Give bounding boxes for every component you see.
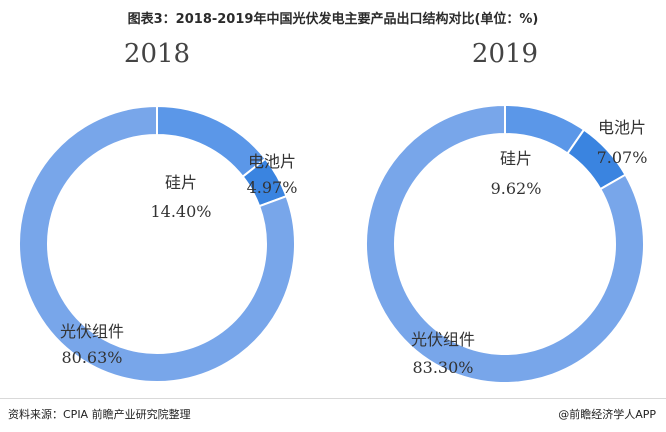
donut-slice-module-2019 <box>365 103 645 384</box>
chart-title: 图表3：2018-2019年中国光伏发电主要产品出口结构对比(单位：%) <box>127 12 539 27</box>
donut-slice-module-2018 <box>18 104 296 383</box>
segment-value-wafer-2018: 14.40% <box>150 202 211 221</box>
donut-slices-2018 <box>18 104 296 383</box>
donut-chart-2018: 2018 电池片 4.97% 光伏组件 80.63% 硅片 14.40% <box>18 39 298 383</box>
footer-divider <box>0 398 666 399</box>
year-label-2019: 2019 <box>472 39 538 69</box>
source-note: 资料来源：CPIA 前瞻产业研究院整理 <box>8 408 191 421</box>
donut-slices-2019 <box>365 103 645 384</box>
segment-name-wafer-2018: 硅片 <box>165 173 197 192</box>
segment-value-cell-2018: 4.97% <box>247 178 298 197</box>
segment-value-module-2018: 80.63% <box>61 348 122 367</box>
segment-name-wafer-2019: 硅片 <box>500 149 532 168</box>
segment-name-module-2018: 光伏组件 <box>60 322 124 341</box>
donut-chart-2019: 2019 电池片 7.07% 光伏组件 83.30% 硅片 9.62% <box>365 39 648 384</box>
segment-value-module-2019: 83.30% <box>412 358 473 377</box>
segment-name-module-2019: 光伏组件 <box>411 330 475 349</box>
brand-credit: @前瞻经济学人APP <box>558 408 656 421</box>
segment-name-cell-2019: 电池片 <box>598 118 646 137</box>
segment-value-wafer-2019: 9.62% <box>491 179 542 198</box>
segment-value-cell-2019: 7.07% <box>597 148 648 167</box>
year-label-2018: 2018 <box>124 39 190 69</box>
segment-name-cell-2018: 电池片 <box>248 152 296 171</box>
